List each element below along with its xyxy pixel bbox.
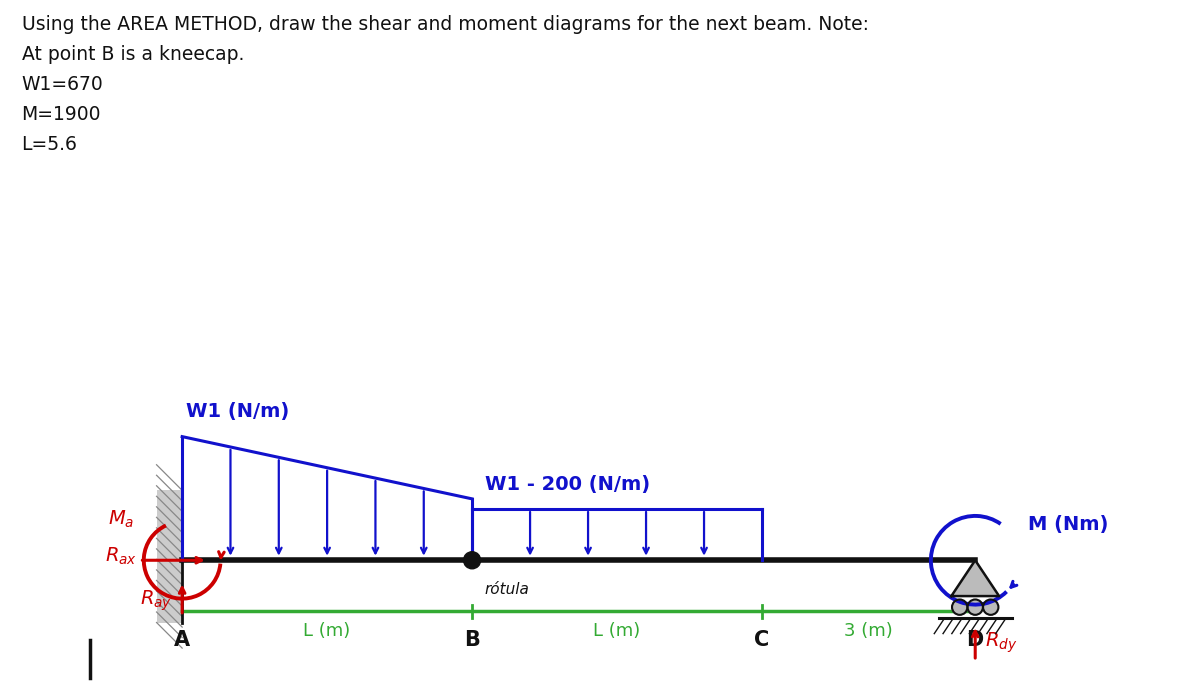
Circle shape bbox=[967, 600, 983, 615]
Text: W1 - 200 (N/m): W1 - 200 (N/m) bbox=[485, 475, 650, 493]
Text: D: D bbox=[966, 630, 984, 651]
Text: L (m): L (m) bbox=[594, 621, 641, 639]
Text: A: A bbox=[174, 630, 191, 651]
Text: 3 (m): 3 (m) bbox=[845, 621, 893, 639]
Circle shape bbox=[463, 552, 481, 569]
Text: L (m): L (m) bbox=[304, 621, 350, 639]
Text: B: B bbox=[464, 630, 480, 651]
Text: $R_{ax}$: $R_{ax}$ bbox=[104, 546, 137, 566]
Circle shape bbox=[983, 600, 998, 615]
Text: W1 (N/m): W1 (N/m) bbox=[186, 402, 289, 421]
Text: $R_{dy}$: $R_{dy}$ bbox=[985, 631, 1018, 655]
Text: $R_{ay}$: $R_{ay}$ bbox=[139, 589, 172, 614]
Text: rótula: rótula bbox=[484, 582, 529, 596]
Text: M=1900: M=1900 bbox=[22, 105, 101, 124]
Text: W1=670: W1=670 bbox=[22, 75, 103, 94]
Text: $M_a$: $M_a$ bbox=[108, 509, 134, 530]
Text: L=5.6: L=5.6 bbox=[22, 135, 78, 154]
Text: At point B is a kneecap.: At point B is a kneecap. bbox=[22, 45, 244, 64]
Circle shape bbox=[952, 600, 967, 615]
Polygon shape bbox=[952, 560, 1000, 596]
Text: M (Nm): M (Nm) bbox=[1028, 515, 1109, 534]
Bar bbox=[156, 491, 182, 623]
Text: Using the AREA METHOD, draw the shear and moment diagrams for the next beam. Not: Using the AREA METHOD, draw the shear an… bbox=[22, 15, 869, 34]
Text: C: C bbox=[755, 630, 769, 651]
